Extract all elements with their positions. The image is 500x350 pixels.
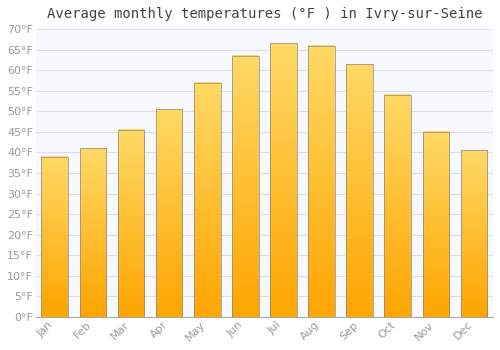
Bar [422, 132, 449, 317]
Bar [156, 109, 182, 317]
Bar [460, 150, 487, 317]
Bar [308, 46, 335, 317]
Bar [80, 148, 106, 317]
Bar [42, 156, 68, 317]
Bar [232, 56, 258, 317]
Bar [194, 83, 220, 317]
Title: Average monthly temperatures (°F ) in Ivry-sur-Seine: Average monthly temperatures (°F ) in Iv… [46, 7, 482, 21]
Bar [346, 64, 373, 317]
Bar [118, 130, 144, 317]
Bar [270, 43, 297, 317]
Bar [384, 95, 411, 317]
